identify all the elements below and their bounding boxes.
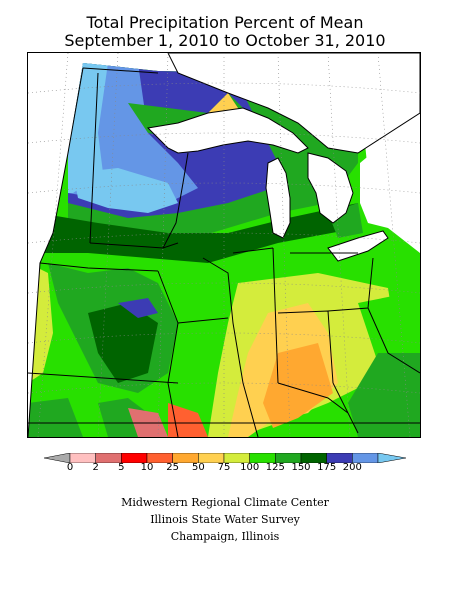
legend-tick-label: 5 bbox=[118, 462, 125, 473]
credit-line-3: Champaign, Illinois bbox=[170, 530, 280, 543]
legend-tick-label: 175 bbox=[317, 462, 337, 473]
graticule bbox=[28, 53, 420, 437]
map-date-range: September 1, 2010 to October 31, 2010 bbox=[64, 31, 386, 50]
legend-tick-label: 2 bbox=[92, 462, 99, 473]
great-lakes bbox=[146, 53, 420, 262]
legend-tick-label: 150 bbox=[291, 462, 311, 473]
credit-line-2: Illinois State Water Survey bbox=[150, 513, 300, 526]
legend-tick-label: 50 bbox=[191, 462, 205, 473]
map-title: Total Precipitation Percent of Mean bbox=[86, 13, 364, 32]
legend-tick-label: 10 bbox=[140, 462, 154, 473]
precipitation-map bbox=[27, 52, 421, 438]
legend-above-arrow bbox=[377, 453, 406, 463]
legend-tick-label: 0 bbox=[66, 462, 74, 473]
legend-tick-label: 25 bbox=[166, 462, 180, 473]
state-borders bbox=[28, 67, 420, 437]
map-canvas bbox=[28, 53, 420, 437]
legend-tick-label: 200 bbox=[342, 462, 362, 473]
credit-line-1: Midwestern Regional Climate Center bbox=[121, 496, 329, 509]
color-scale-legend bbox=[44, 453, 406, 463]
legend-tick-label: 75 bbox=[217, 462, 231, 473]
legend-tick-label: 125 bbox=[265, 462, 285, 473]
legend-tick-label: 100 bbox=[240, 462, 260, 473]
